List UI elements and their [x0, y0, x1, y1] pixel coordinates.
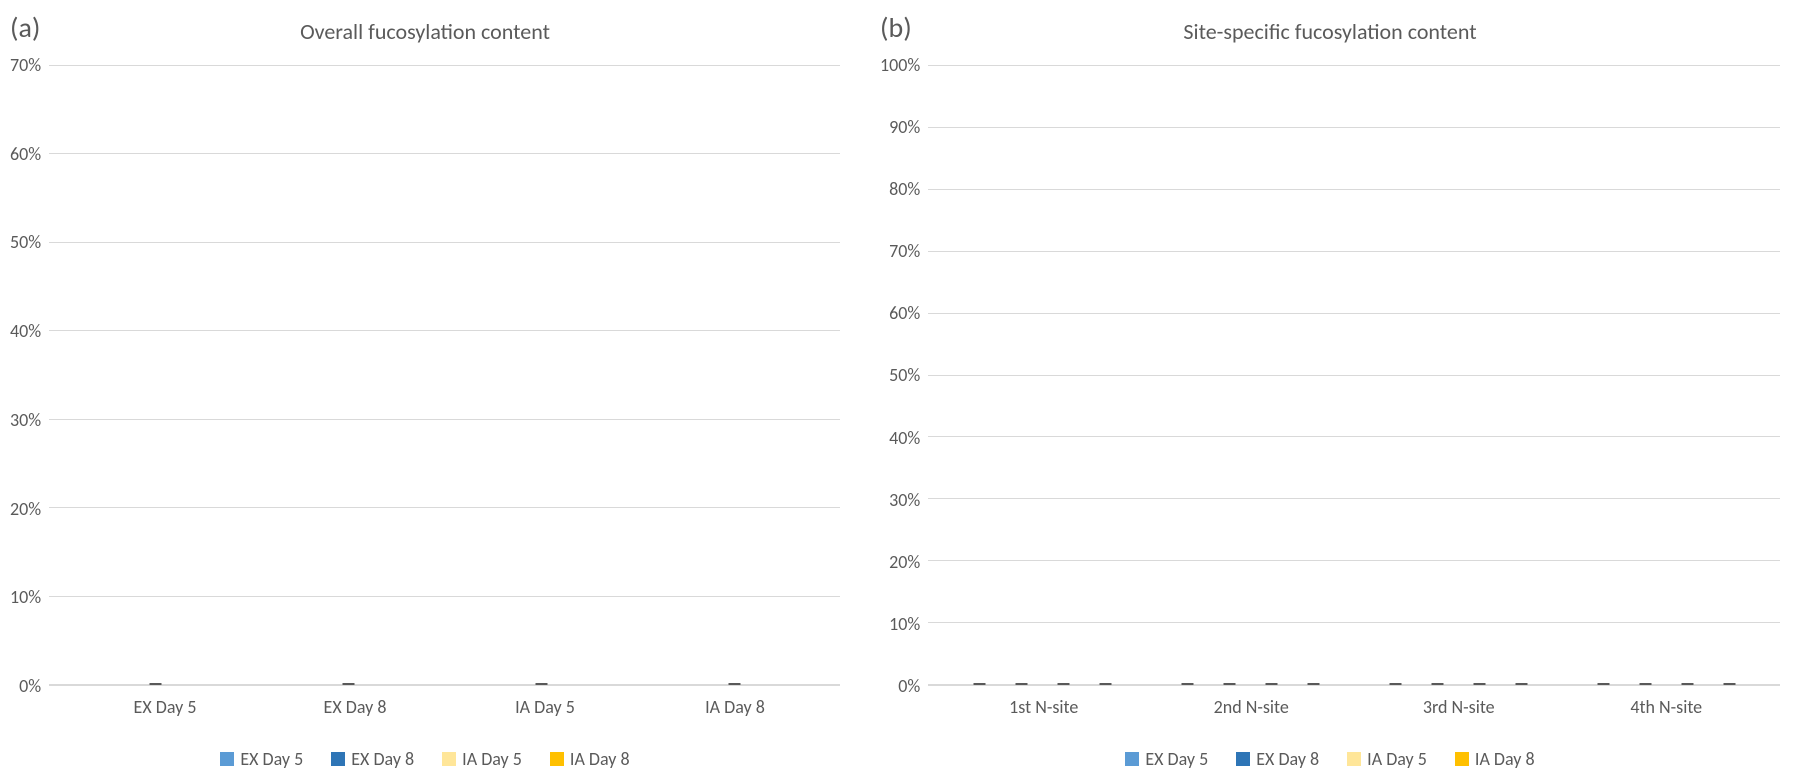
panel-b-legend: EX Day 5 EX Day 8 IA Day 5 IA Day 8	[880, 748, 1780, 770]
x-tick-label: 4th N-site	[1563, 696, 1771, 718]
legend-label: IA Day 5	[462, 748, 522, 770]
panel-a-label: (a)	[10, 10, 40, 45]
panel-a-title: Overall fucosylation content	[10, 18, 840, 45]
legend-label: IA Day 8	[1475, 748, 1535, 770]
x-tick-label: IA Day 5	[450, 696, 640, 718]
legend-label: EX Day 8	[1256, 748, 1319, 770]
panel-a-y-axis: 70%60%50%40%30%20%10%0%	[10, 65, 49, 686]
panel-a-x-axis: EX Day 5EX Day 8IA Day 5IA Day 8	[10, 686, 840, 718]
legend-swatch	[442, 752, 456, 766]
legend-item: IA Day 8	[550, 748, 630, 770]
legend-swatch	[1455, 752, 1469, 766]
x-tick-label: IA Day 8	[640, 696, 830, 718]
legend-label: IA Day 8	[570, 748, 630, 770]
panel-b: (b) Site-specific fucosylation content 1…	[880, 10, 1780, 770]
panel-b-x-axis: 1st N-site2nd N-site3rd N-site4th N-site	[880, 686, 1780, 718]
legend-item: IA Day 5	[1347, 748, 1427, 770]
gridline	[49, 684, 840, 685]
panel-b-plot: 100%90%80%70%60%50%40%30%20%10%0%	[880, 65, 1780, 686]
legend-swatch	[220, 752, 234, 766]
x-tick-label: 2nd N-site	[1148, 696, 1356, 718]
panel-b-y-axis: 100%90%80%70%60%50%40%30%20%10%0%	[880, 65, 928, 686]
legend-swatch	[1125, 752, 1139, 766]
legend-swatch	[1236, 752, 1250, 766]
x-tick-label: EX Day 8	[260, 696, 450, 718]
panel-a-plot-area	[49, 65, 840, 686]
legend-swatch	[331, 752, 345, 766]
legend-item: EX Day 5	[220, 748, 303, 770]
legend-item: IA Day 8	[1455, 748, 1535, 770]
legend-label: IA Day 5	[1367, 748, 1427, 770]
panels-container: (a) Overall fucosylation content 70%60%5…	[10, 10, 1790, 770]
legend-label: EX Day 5	[1145, 748, 1208, 770]
legend-item: IA Day 5	[442, 748, 522, 770]
x-tick-label: EX Day 5	[70, 696, 260, 718]
panel-a-legend: EX Day 5 EX Day 8 IA Day 5 IA Day 8	[10, 748, 840, 770]
legend-item: EX Day 8	[1236, 748, 1319, 770]
panel-b-plot-area	[928, 65, 1780, 686]
panel-a-plot: 70%60%50%40%30%20%10%0%	[10, 65, 840, 686]
panel-b-title: Site-specific fucosylation content	[880, 18, 1780, 45]
panel-b-label: (b)	[880, 10, 912, 45]
legend-label: EX Day 8	[351, 748, 414, 770]
x-tick-label: 3rd N-site	[1355, 696, 1563, 718]
legend-swatch	[1347, 752, 1361, 766]
legend-label: EX Day 5	[240, 748, 303, 770]
legend-item: EX Day 5	[1125, 748, 1208, 770]
legend-swatch	[550, 752, 564, 766]
panel-a: (a) Overall fucosylation content 70%60%5…	[10, 10, 840, 770]
legend-item: EX Day 8	[331, 748, 414, 770]
gridline	[928, 684, 1780, 685]
x-tick-label: 1st N-site	[940, 696, 1148, 718]
